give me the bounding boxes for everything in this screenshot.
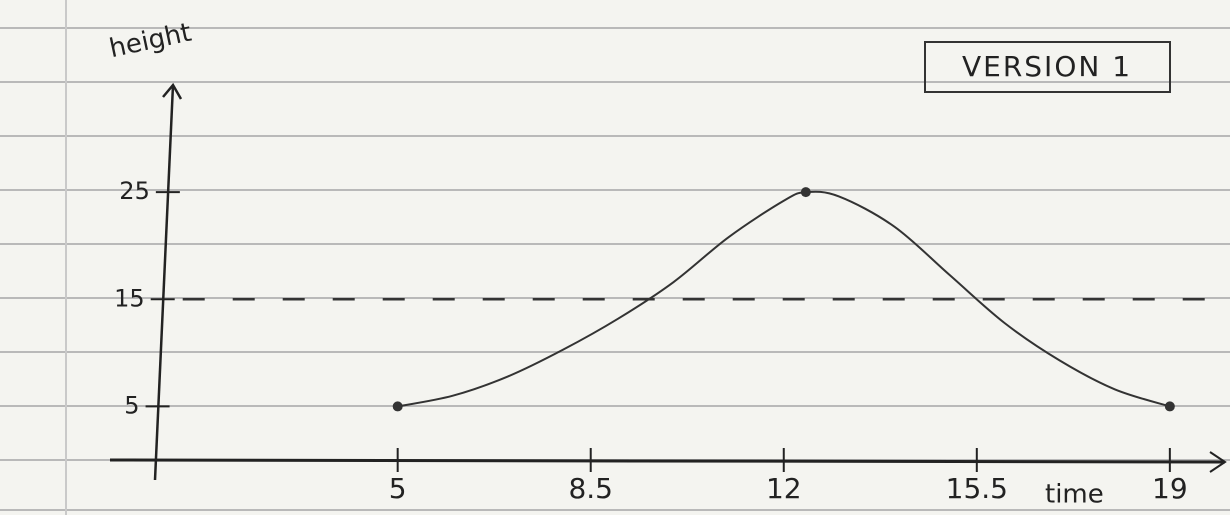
chart: VERSION 1 height time 5 15 25 5 8.5 12 15.5 19 [0,0,1230,515]
x-tick-label: 19 [1152,472,1188,505]
y-axis [155,85,173,480]
x-tick-label: 5 [389,472,407,505]
x-tick-label: 12 [766,472,802,505]
y-tick-label: 15 [114,284,145,312]
x-axis-label: time [1045,480,1104,510]
x-tick-label: 15.5 [946,472,1008,505]
x-tick-label: 8.5 [568,472,613,505]
y-tick-label: 25 [119,177,150,205]
y-axis-label: height [107,18,194,65]
point [1165,401,1175,411]
chart-title: VERSION 1 [962,50,1132,83]
y-tick-label: 5 [124,391,139,419]
x-axis [110,460,1225,462]
point [393,401,403,411]
point [801,187,811,197]
